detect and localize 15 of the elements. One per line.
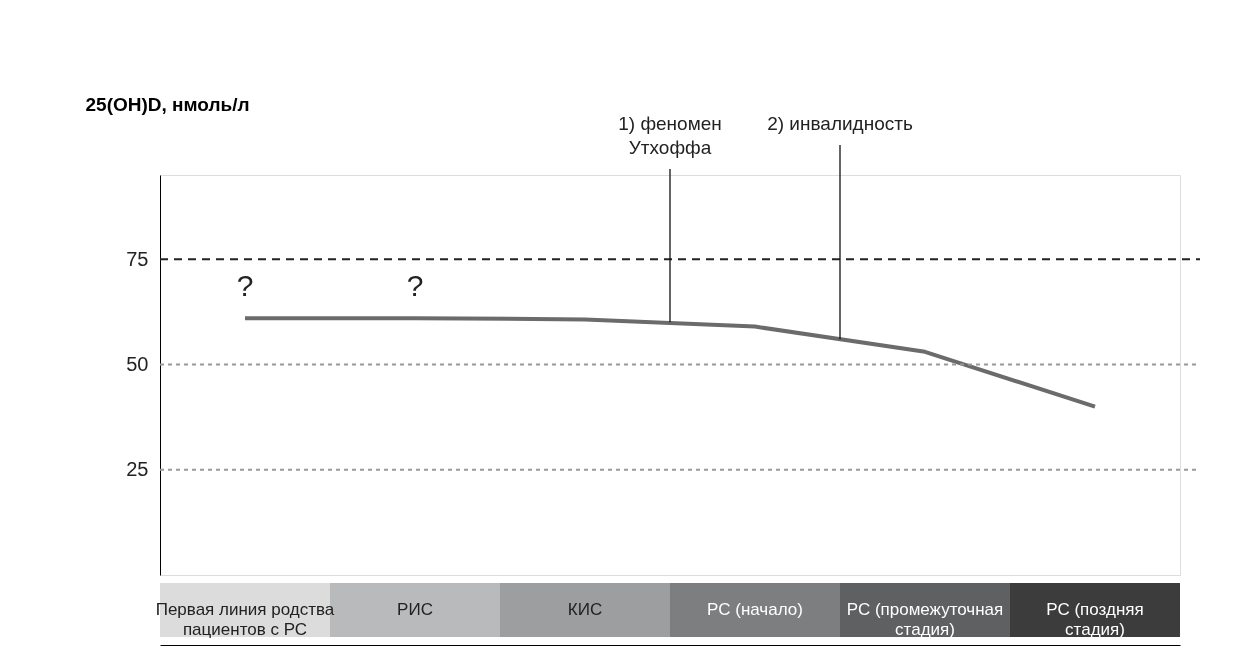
annotation: ? [406, 269, 424, 302]
x-tick-label: РС (начало) [707, 600, 803, 619]
line-series [243, 316, 1097, 409]
y-tick-label: 50 [126, 352, 149, 375]
y-tick-label: 25 [126, 458, 149, 481]
y-axis-title: 25(OH)D, нмоль/л [85, 93, 250, 115]
x-tick-label: Первая линия родства пациентов с РС [155, 600, 335, 639]
y-tick-label: 75 [126, 247, 149, 270]
x-tick-label: РИС [397, 600, 433, 619]
annotation: 1) феномен Утхоффа [618, 113, 722, 158]
x-tick-label: КИС [567, 600, 603, 619]
x-tick-label: РС (промежуточная стадия) [846, 600, 1004, 639]
annotation: 2) инвалидность [767, 113, 913, 134]
annotation: ? [236, 269, 254, 302]
x-tick-label: РС (поздняя стадия) [1046, 600, 1144, 639]
